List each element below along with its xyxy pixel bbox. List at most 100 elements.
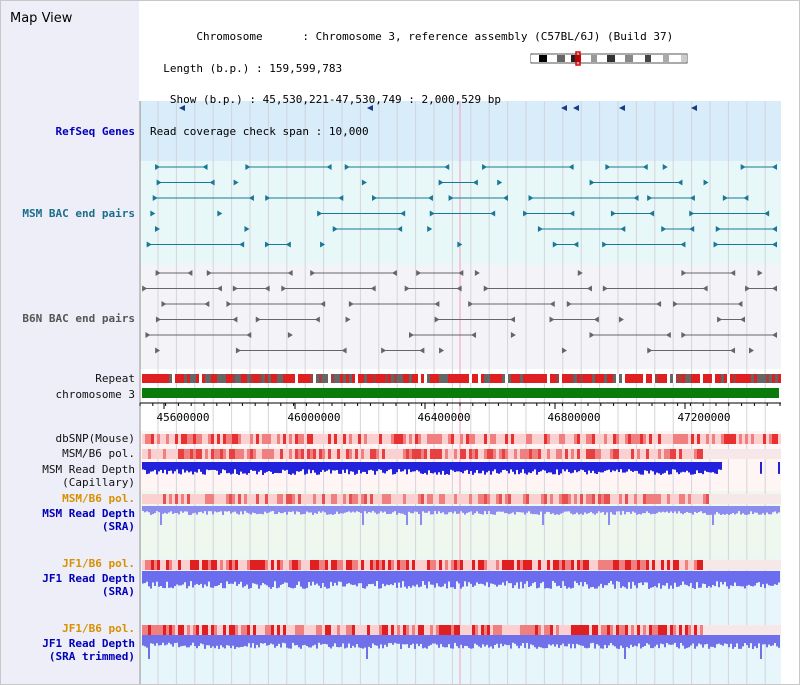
repeat-mark xyxy=(169,374,172,383)
msm-b6-pol-cell xyxy=(775,449,778,459)
jf1-b6-pol-2-cell xyxy=(310,625,313,635)
jf1-sra-depth-bar xyxy=(466,571,468,587)
track-label-jf1-read-depth[interactable]: JF1 Read Depth xyxy=(42,572,135,585)
track-label-msm-read-depth-sra[interactable]: MSM Read Depth xyxy=(42,507,135,520)
jf1-sra-depth-bar xyxy=(652,571,654,588)
track-label-chromosome[interactable]: chromosome 3 xyxy=(55,388,135,401)
jf1-trimmed-depth-bar xyxy=(242,635,244,647)
jf1-trimmed-depth-bar xyxy=(150,635,152,644)
msm-sra-depth-bar xyxy=(250,506,252,515)
msm-capillary-depth-bar xyxy=(546,462,548,474)
b6n-bac-end-mark xyxy=(419,347,425,354)
msm-sra-depth-bar xyxy=(182,506,184,513)
msm-b6-pol-2-cell xyxy=(559,494,562,504)
jf1-trimmed-depth-bar xyxy=(280,635,282,648)
track-label-jf1-b6-pol[interactable]: JF1/B6 pol. xyxy=(62,557,135,570)
dbsnp-cell xyxy=(304,434,307,444)
repeat-mark xyxy=(175,374,178,383)
dbsnp-cell xyxy=(487,434,490,444)
track-label-repeat[interactable]: Repeat xyxy=(95,372,135,385)
msm-bac-end-mark xyxy=(427,195,433,201)
msm-sra-depth-bar xyxy=(330,506,332,515)
dbsnp-cell xyxy=(163,434,166,444)
track-label-msm-read-depth[interactable]: MSM Read Depth xyxy=(42,463,135,476)
jf1-b6-pol-2-cell xyxy=(580,625,583,635)
msm-sra-depth-bar xyxy=(632,506,634,512)
msm-b6-pol-2-cell xyxy=(763,494,766,504)
jf1-trimmed-depth-bar xyxy=(758,635,760,644)
repeat-mark xyxy=(316,374,319,383)
jf1-trimmed-depth-bar xyxy=(160,635,162,646)
repeat-mark xyxy=(337,374,340,383)
repeat-mark xyxy=(394,374,397,383)
jf1-sra-depth-bar xyxy=(772,571,774,586)
jf1-trimmed-depth-bar xyxy=(630,635,632,645)
msm-b6-pol-2-cell xyxy=(145,494,148,504)
msm-capillary-depth-bar xyxy=(360,462,362,474)
coverage-row: Read coverage check span : 10,000 xyxy=(150,124,369,138)
track-label-msm-b6-pol[interactable]: MSM/B6 pol. xyxy=(62,447,135,460)
jf1-b6-pol-2-cell xyxy=(760,625,763,635)
msm-bac-end-mark xyxy=(233,179,239,186)
repeat-mark xyxy=(235,374,238,383)
jf1-trimmed-depth-bar xyxy=(260,635,262,644)
msm-b6-pol-cell xyxy=(691,449,694,459)
jf1-b6-pol-2-cell xyxy=(400,625,403,635)
msm-capillary-depth-bar xyxy=(554,462,556,475)
repeat-mark xyxy=(349,374,352,383)
msm-sra-depth-bar xyxy=(406,506,408,525)
track-label-b6n-bac[interactable]: B6N BAC end pairs xyxy=(22,312,135,325)
msm-sra-depth-bar xyxy=(264,506,266,512)
b6n-bac-end-mark xyxy=(434,301,440,307)
msm-sra-depth-bar xyxy=(512,506,514,513)
jf1-b6-pol-cell xyxy=(409,560,412,570)
track-label-msm-bac[interactable]: MSM BAC end pairs xyxy=(22,207,135,220)
msm-b6-pol-cell xyxy=(247,449,250,459)
msm-sra-depth-bar xyxy=(498,506,500,512)
jf1-trimmed-depth-bar xyxy=(338,635,340,648)
jf1-b6-pol-2-cell xyxy=(250,625,253,635)
track-label-sra-2: (SRA) xyxy=(101,585,135,598)
jf1-trimmed-depth-bar xyxy=(412,635,414,644)
jf1-trimmed-depth-bar xyxy=(672,635,674,645)
msm-capillary-depth-bar xyxy=(516,462,518,470)
jf1-b6-pol-2-cell xyxy=(682,625,685,635)
jf1-trimmed-depth-bar xyxy=(432,635,434,644)
jf1-b6-pol-2-cell xyxy=(163,625,166,635)
jf1-sra-depth-bar xyxy=(354,571,356,585)
jf1-trimmed-depth-bar xyxy=(438,635,440,648)
msm-capillary-depth-bar xyxy=(674,462,676,470)
jf1-b6-pol-cell xyxy=(298,560,301,570)
repeat-mark xyxy=(373,374,376,383)
repeat-mark xyxy=(322,374,325,383)
dbsnp-cell xyxy=(145,434,148,444)
msm-b6-pol-2-cell xyxy=(235,494,238,504)
jf1-b6-pol-2-cell xyxy=(763,625,766,635)
msm-sra-depth-bar xyxy=(422,506,424,512)
jf1-b6-pol-2-cell xyxy=(364,625,367,635)
track-label-jf1-read-depth-2[interactable]: JF1 Read Depth xyxy=(42,637,135,650)
msm-capillary-depth-bar xyxy=(532,462,534,472)
track-label-jf1-b6-pol-2[interactable]: JF1/B6 pol. xyxy=(62,622,135,635)
track-label-refseq-genes[interactable]: RefSeq Genes xyxy=(55,125,135,138)
dbsnp-cell xyxy=(238,434,241,444)
jf1-sra-depth-bar xyxy=(670,571,672,586)
jf1-sra-depth-bar xyxy=(502,571,504,583)
msm-b6-pol-2-cell xyxy=(532,494,535,504)
jf1-trimmed-depth-bar xyxy=(176,635,178,643)
jf1-sra-depth-bar xyxy=(706,571,708,588)
msm-sra-depth-bar xyxy=(206,506,208,515)
jf1-b6-pol-cell xyxy=(697,560,700,570)
msm-capillary-depth-bar xyxy=(346,462,348,470)
msm-b6-pol-2-cell xyxy=(565,494,568,504)
msm-b6-pol-cell xyxy=(508,449,511,459)
msm-b6-pol-2-cell xyxy=(556,494,559,504)
repeat-mark xyxy=(505,374,508,383)
dbsnp-cell xyxy=(427,434,430,444)
track-label-msm-b6-pol-2[interactable]: MSM/B6 pol. xyxy=(62,492,135,505)
msm-b6-pol-2-cell xyxy=(334,494,337,504)
msm-capillary-depth-bar xyxy=(316,462,318,475)
track-label-dbsnp[interactable]: dbSNP(Mouse) xyxy=(55,432,135,445)
jf1-sra-depth-bar xyxy=(184,571,186,583)
